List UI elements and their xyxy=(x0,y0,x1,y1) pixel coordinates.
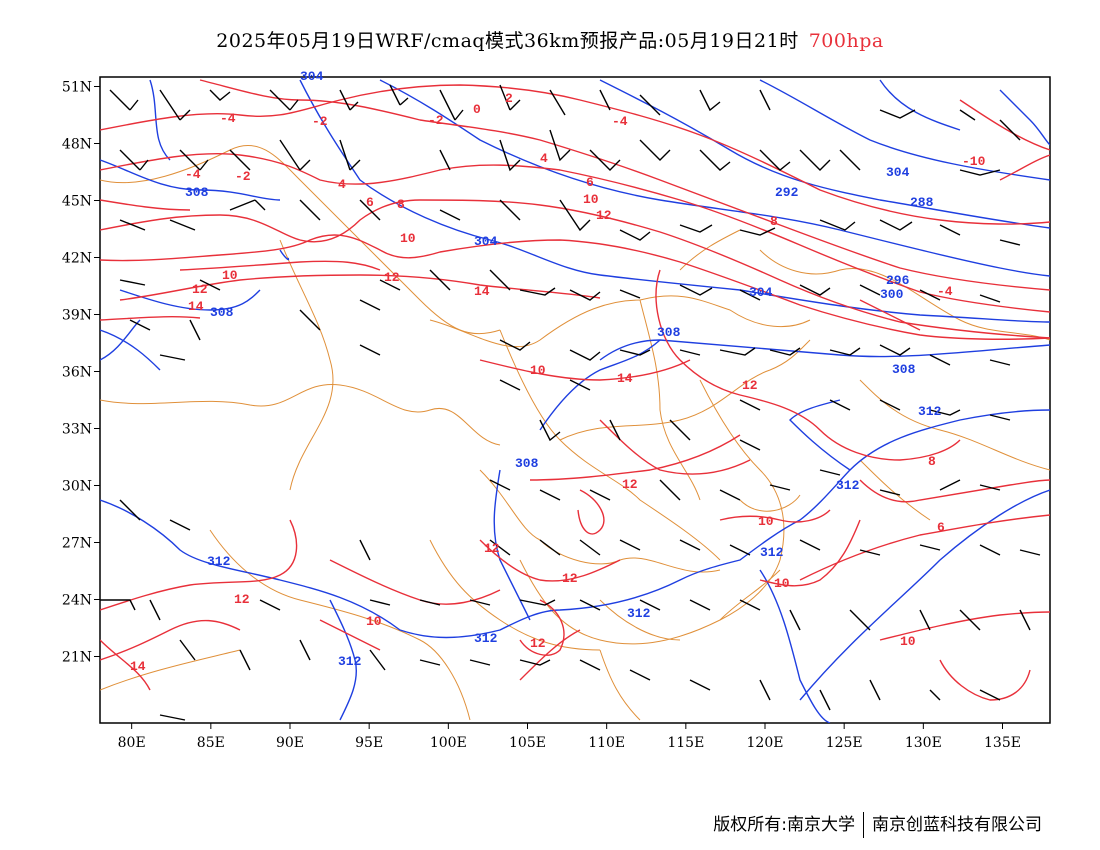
height-label: 308 xyxy=(185,185,209,200)
height-label: 308 xyxy=(210,305,234,320)
temp-label: 12 xyxy=(742,378,758,393)
height-label: 304 xyxy=(886,165,910,180)
temp-label: 12 xyxy=(192,282,208,297)
temp-label: 14 xyxy=(188,299,204,314)
temp-label: 6 xyxy=(366,195,374,210)
pressure-level: 700hpa xyxy=(808,30,884,52)
temp-label: 0 xyxy=(473,102,481,117)
lat-label: 51N xyxy=(62,80,92,96)
height-label: 312 xyxy=(338,654,362,669)
temp-label: 12 xyxy=(484,541,500,556)
temp-label: 10 xyxy=(366,614,382,629)
temp-label: 6 xyxy=(586,175,594,190)
lat-label: 24N xyxy=(62,593,92,609)
lon-label: 130E xyxy=(905,735,942,751)
lon-label: 105E xyxy=(509,735,546,751)
height-label: 312 xyxy=(627,606,651,621)
temp-label: 12 xyxy=(384,270,400,285)
temp-label: 10 xyxy=(900,634,916,649)
temp-label: 10 xyxy=(774,576,790,591)
temp-label: 8 xyxy=(770,214,778,229)
lon-label: 90E xyxy=(276,735,304,751)
lat-label: 33N xyxy=(62,422,92,438)
temp-label: 12 xyxy=(234,592,250,607)
height-label: 312 xyxy=(918,404,942,419)
height-label: 308 xyxy=(657,325,681,340)
temp-label: -2 xyxy=(235,169,251,184)
temp-label: 10 xyxy=(222,268,238,283)
copyright-company: 南京创蓝科技有限公司 xyxy=(872,815,1042,835)
footer-divider xyxy=(863,812,864,838)
chart-title: 2025年05月19日WRF/cmaq模式36km预报产品:05月19日21时 7… xyxy=(0,26,1100,53)
lon-label: 80E xyxy=(118,735,146,751)
temp-label: 14 xyxy=(474,284,490,299)
temp-label: 10 xyxy=(400,231,416,246)
copyright-footer: 版权所有:南京大学 南京创蓝科技有限公司 xyxy=(713,810,1042,838)
height-label: 300 xyxy=(880,287,904,302)
temp-label: -4 xyxy=(185,167,201,182)
temp-label: 12 xyxy=(596,208,612,223)
temp-label: 14 xyxy=(130,659,146,674)
temp-label: 4 xyxy=(540,151,548,166)
lon-label: 110E xyxy=(588,735,625,751)
plot-frame xyxy=(99,76,1051,724)
lat-label: 48N xyxy=(62,137,92,153)
lat-label: 27N xyxy=(62,536,92,552)
lat-label: 39N xyxy=(62,308,92,324)
temp-label: -4 xyxy=(612,114,628,129)
temp-label: -4 xyxy=(937,284,953,299)
temp-label: 14 xyxy=(617,371,633,386)
height-label: 288 xyxy=(910,195,934,210)
temp-label: 10 xyxy=(758,514,774,529)
height-label: 312 xyxy=(207,554,231,569)
height-label: 312 xyxy=(474,631,498,646)
height-label: 304 xyxy=(474,234,498,249)
temp-label: -2 xyxy=(312,114,328,129)
temp-label: 10 xyxy=(583,192,599,207)
temp-label: 2 xyxy=(505,91,513,106)
height-label: 308 xyxy=(892,362,916,377)
temp-label: 12 xyxy=(562,571,578,586)
lat-label: 36N xyxy=(62,365,92,381)
lon-label: 135E xyxy=(984,735,1021,751)
height-label: 304 xyxy=(749,285,773,300)
temperature-contours xyxy=(100,79,1050,701)
height-label: 312 xyxy=(836,478,860,493)
wind-barbs xyxy=(100,84,1041,721)
lon-label: 85E xyxy=(197,735,225,751)
lat-label: 30N xyxy=(62,479,92,495)
height-label: 312 xyxy=(760,545,784,560)
lon-label: 120E xyxy=(747,735,784,751)
height-label: 296 xyxy=(886,273,910,288)
lat-label: 42N xyxy=(62,251,92,267)
temp-label: 12 xyxy=(530,636,546,651)
temp-label: -10 xyxy=(962,154,986,169)
temp-label: 6 xyxy=(937,520,945,535)
temp-label: 4 xyxy=(338,177,346,192)
geopotential-labels: 308 308 304 304 292 288 296 300 304 308 … xyxy=(185,69,942,669)
longitude-axis: 80E 85E 90E 95E 100E 105E 110E 115E 120E 125E 130E… xyxy=(118,723,1021,751)
lat-label: 45N xyxy=(62,194,92,210)
height-label: 292 xyxy=(775,185,799,200)
lat-label: 21N xyxy=(62,650,92,666)
lon-label: 95E xyxy=(355,735,383,751)
lon-label: 100E xyxy=(430,735,467,751)
title-main: 2025年05月19日WRF/cmaq模式36km预报产品:05月19日21时 xyxy=(216,30,799,52)
temp-label: 12 xyxy=(622,477,638,492)
temp-label: -4 xyxy=(220,111,236,126)
temp-label: 10 xyxy=(530,363,546,378)
height-label: 304 xyxy=(300,69,324,84)
height-label: 308 xyxy=(515,456,539,471)
lon-label: 115E xyxy=(667,735,704,751)
latitude-axis: 51N 48N 45N 42N 39N 36N 33N 30N 27N 24N 21N xyxy=(62,80,100,666)
temperature-labels: -4 -2 -2 -4 -2 0 2 -4 4 4 6 6 8 10 10 12… xyxy=(130,91,986,674)
copyright-owner: 版权所有:南京大学 xyxy=(713,815,855,835)
lon-label: 125E xyxy=(826,735,863,751)
temp-label: -2 xyxy=(428,113,444,128)
temp-label: 8 xyxy=(397,197,405,212)
temp-label: 8 xyxy=(928,454,936,469)
